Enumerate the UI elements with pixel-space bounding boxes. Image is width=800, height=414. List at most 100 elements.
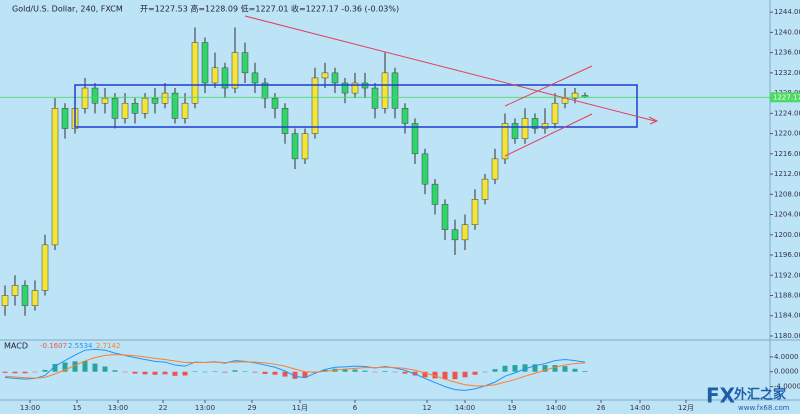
candle-body: [491, 158, 499, 180]
y-tick-label: 1204.00: [774, 211, 800, 219]
candle-body: [151, 97, 159, 104]
y-tick-label: 1192.00: [774, 271, 800, 279]
macd-bar: [252, 371, 258, 373]
x-tick-label: 19: [508, 404, 517, 412]
macd-bar: [182, 371, 188, 376]
channel-top: [504, 65, 593, 107]
y-tick-label: 1180.00: [774, 332, 800, 340]
macd-bar: [342, 369, 348, 372]
y-tick-label: 0.0000: [774, 368, 799, 376]
axis-strip: [770, 0, 800, 414]
y-tick-label: 1196.00: [774, 251, 800, 259]
x-tick-label: 14:00: [630, 404, 650, 412]
channel-bottom: [504, 113, 593, 157]
macd-bar: [142, 371, 148, 375]
macd-bar: [112, 370, 118, 372]
candle-body: [551, 102, 559, 124]
watermark: FX 外汇之家 www.fx68.com: [706, 384, 790, 413]
y-tick-label: -4.0000: [774, 383, 800, 391]
indicator-name: MACD: [4, 342, 28, 351]
last-price-label: 1227.17: [773, 93, 800, 101]
x-tick-label: 13:00: [108, 404, 128, 412]
candle-body: [431, 183, 439, 205]
candle-body: [501, 123, 509, 160]
candle-body: [21, 285, 29, 306]
macd-bar: [552, 365, 558, 372]
candle-body: [321, 72, 329, 79]
watermark-url: www.fx68.com: [738, 404, 790, 412]
candle-body: [301, 133, 309, 160]
y-tick-label: 1240.00: [774, 28, 800, 36]
chart-title: Gold/U.S. Dollar, 240, FXCM: [12, 5, 123, 14]
candle-body: [111, 97, 119, 119]
candle-body: [311, 77, 319, 134]
candle-body: [371, 87, 379, 109]
y-tick-label: 1188.00: [774, 291, 800, 299]
ohlc-readout: 开=1227.53 高=1228.09 低=1227.01 收=1227.17 …: [140, 4, 399, 14]
y-tick-label: 1236.00: [774, 49, 800, 57]
macd-bar: [62, 362, 68, 372]
macd-bar: [162, 371, 168, 375]
y-tick-label: 1244.00: [774, 8, 800, 16]
macd-bar: [102, 366, 108, 372]
macd-bar: [462, 371, 468, 378]
macd-bar: [472, 371, 478, 375]
x-tick-label: 26: [597, 404, 606, 412]
x-tick-label: 22: [159, 404, 168, 412]
candle-body: [81, 87, 89, 109]
x-tick-label: 11月: [292, 404, 308, 412]
macd-bar: [22, 371, 28, 374]
x-tick-label: 14:00: [546, 404, 566, 412]
x-tick-label: 29: [248, 404, 257, 412]
candle-body: [381, 72, 389, 109]
candle-body: [251, 72, 259, 84]
y-tick-label: 1208.00: [774, 190, 800, 198]
y-tick-label: 1184.00: [774, 312, 800, 320]
candle-body: [421, 153, 429, 185]
candle-body: [341, 82, 349, 94]
candle-body: [271, 97, 279, 109]
macd-bar: [2, 371, 8, 373]
y-tick-label: 1200.00: [774, 231, 800, 239]
arrow-head: [648, 116, 659, 125]
y-tick-label: 1212.00: [774, 170, 800, 178]
candle-body: [1, 295, 9, 306]
macd-bar: [212, 371, 218, 372]
macd-bar: [152, 371, 158, 375]
trend-line: [244, 15, 656, 122]
candle-body: [31, 290, 39, 306]
macd-bar: [72, 361, 78, 372]
candle-body: [91, 87, 99, 104]
macd-bar: [12, 371, 18, 374]
macd-bar: [32, 371, 38, 373]
macd-bar: [202, 371, 208, 373]
macd-bar: [272, 371, 278, 375]
macd-bar: [132, 371, 138, 374]
macd-bar: [92, 363, 98, 372]
candle-body: [391, 72, 399, 109]
macd-bar: [502, 365, 508, 372]
y-tick-label: 1232.00: [774, 69, 800, 77]
watermark-name: 外汇之家: [733, 387, 787, 403]
macd-bar: [282, 371, 288, 377]
candle-body: [441, 204, 449, 230]
macd-bar: [562, 366, 568, 372]
annotations: [74, 15, 659, 157]
candle-body: [231, 52, 239, 89]
macd-bar: [302, 371, 308, 378]
macd-bar: [532, 364, 538, 372]
candle-body: [401, 108, 409, 124]
candle-body: [61, 108, 69, 129]
candle-body: [521, 118, 529, 139]
candle-body: [101, 97, 109, 104]
macd-bar: [442, 371, 448, 380]
candle-body: [481, 178, 489, 200]
macd-bar: [222, 371, 228, 373]
candle-body: [161, 92, 169, 104]
y-tick-label: 1220.00: [774, 130, 800, 138]
candle-body: [121, 102, 129, 119]
macd-bar: [492, 369, 498, 372]
candle-body: [131, 102, 139, 114]
candle-body: [11, 285, 19, 296]
